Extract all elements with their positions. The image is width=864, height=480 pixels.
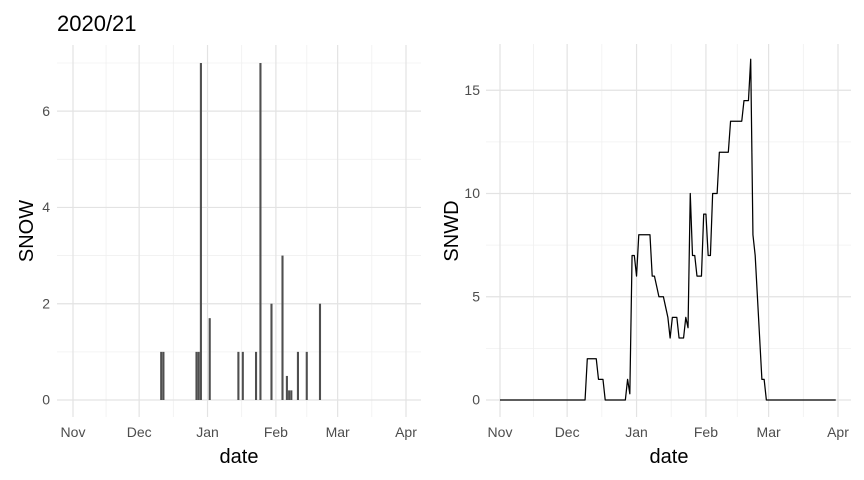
snowfall-bar [162, 351, 165, 400]
snowfall-bar [208, 318, 211, 400]
y-axis-tick-label: 4 [42, 199, 50, 215]
snowfall-bar [199, 63, 202, 401]
snowfall-bar [195, 351, 198, 400]
snow-bar-chart: 0 2 4 6 Nov Dec Jan Feb Mar Apr [42, 45, 421, 440]
x-axis-tick-label: Apr [395, 424, 417, 440]
snowfall-bar [160, 351, 163, 400]
snowfall-bar [288, 390, 291, 400]
x-axis-tick-label: Mar [757, 424, 781, 440]
snwd-x-axis-title: date [649, 446, 689, 468]
snow-x-axis-title: date [219, 446, 259, 468]
y-axis-tick-label: 2 [42, 295, 50, 311]
snowfall-bar [305, 351, 308, 400]
x-axis-tick-label: Mar [326, 424, 350, 440]
plot-title: 2020/21 [57, 11, 137, 36]
y-axis-tick-label: 15 [464, 82, 480, 98]
y-axis-tick-label: 0 [42, 392, 50, 408]
x-axis-tick-label: Jan [196, 424, 219, 440]
snowfall-bar [290, 390, 293, 400]
snwd-y-axis-title: SNWD [441, 200, 463, 262]
y-axis-tick-label: 0 [472, 392, 480, 408]
x-axis-tick-label: Feb [694, 424, 718, 440]
x-axis-tick-label: Apr [827, 424, 849, 440]
snowfall-bar [318, 303, 322, 400]
x-axis-tick-label: Feb [264, 424, 288, 440]
snowfall-bar [237, 351, 240, 400]
snowfall-bar [241, 351, 244, 400]
snow-depth-line [500, 58, 836, 401]
snowfall-bar [285, 375, 288, 400]
snowfall-bar [281, 255, 284, 400]
y-axis-tick-label: 5 [472, 288, 480, 304]
snowfall-bar [254, 351, 258, 400]
snowfall-bar [259, 63, 262, 401]
x-axis-tick-label: Dec [555, 424, 580, 440]
y-axis-tick-label: 6 [42, 103, 50, 119]
snowfall-bar [296, 351, 299, 400]
snowfall-bar [197, 351, 200, 400]
x-axis-tick-label: Nov [61, 424, 86, 440]
snow-y-axis-title: SNOW [16, 199, 38, 263]
x-axis-tick-label: Jan [625, 424, 648, 440]
x-axis-tick-label: Nov [488, 424, 513, 440]
snwd-line-chart: 0 5 10 15 Nov Dec Jan Feb Mar Apr [464, 44, 851, 440]
y-axis-tick-label: 10 [464, 185, 480, 201]
snowfall-bar [270, 303, 273, 400]
x-axis-tick-label: Dec [127, 424, 152, 440]
